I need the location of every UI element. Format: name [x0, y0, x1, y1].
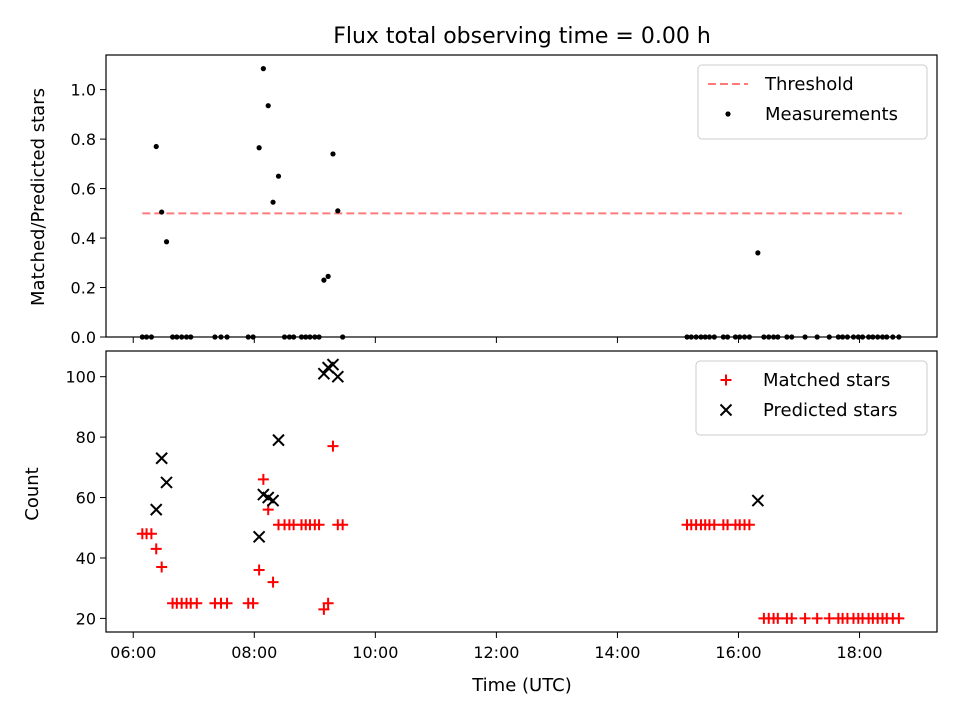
axes-frame	[105, 350, 938, 633]
top-y-axis-label: Matched/Predicted stars	[28, 88, 49, 306]
data-point	[322, 597, 334, 609]
y-tick-label: 20	[76, 609, 96, 628]
data-point	[266, 494, 280, 507]
data-point	[257, 473, 269, 485]
y-tick-label: 80	[76, 428, 96, 447]
y-tick-label: 100	[65, 368, 96, 387]
data-point	[260, 66, 266, 72]
bottom-axes-counts: 20 40 60 80 100 06:00 08:00 10:00 12:00 14:00 16:0…	[65, 350, 938, 662]
data-point	[252, 530, 266, 544]
legend-label: Threshold	[764, 74, 854, 95]
data-point	[153, 143, 159, 150]
y-tick-label: 0.2	[71, 279, 96, 298]
data-point	[159, 209, 165, 215]
data-point	[799, 612, 811, 624]
x-tick-label: 08:00	[231, 643, 277, 662]
chart-title: Flux total observing time = 0.00 h	[333, 24, 711, 49]
legend-label: Matched stars	[763, 370, 890, 391]
data-point	[256, 145, 262, 151]
data-point	[330, 151, 336, 157]
data-point	[321, 277, 327, 283]
x-axis-label: Time (UTC)	[471, 675, 572, 696]
legend: Threshold Measurements	[697, 64, 928, 140]
data-point	[318, 603, 330, 615]
series-predicted-stars	[150, 358, 765, 544]
y-tick-label: 0.4	[71, 229, 96, 248]
legend-box	[697, 64, 928, 140]
data-point	[191, 597, 203, 609]
data-point	[272, 433, 285, 447]
data-point	[221, 597, 233, 609]
data-point	[313, 519, 325, 531]
y-tick-label: 0.8	[71, 130, 96, 149]
data-point	[786, 612, 798, 624]
data-point	[270, 199, 276, 205]
x-tick-label: 16:00	[715, 643, 761, 662]
x-tick-label: 06:00	[110, 643, 156, 662]
x-tick-label: 12:00	[473, 643, 519, 662]
data-point	[337, 519, 349, 531]
data-point	[335, 208, 341, 214]
y-tick-label: 40	[76, 549, 96, 568]
data-point	[247, 597, 259, 609]
legend-swatch	[719, 403, 733, 417]
axes-frame	[105, 54, 938, 338]
legend-label: Measurements	[765, 104, 898, 125]
data-point	[150, 543, 162, 555]
legend-swatch	[720, 374, 732, 386]
legend: Matched stars Predicted stars	[695, 360, 928, 436]
data-point	[160, 476, 173, 489]
y-tick-label: 0.0	[71, 328, 96, 347]
data-point	[743, 519, 755, 531]
data-point	[811, 612, 823, 624]
y-tick-label: 1.0	[71, 81, 96, 100]
x-tick-label: 10:00	[352, 643, 398, 662]
legend-label: Predicted stars	[763, 400, 897, 421]
data-point	[155, 452, 168, 465]
y-tick-label: 0.6	[71, 180, 96, 199]
series-matched-stars	[136, 440, 905, 624]
x-tick-label: 14:00	[594, 643, 640, 662]
data-point	[755, 250, 761, 256]
data-point	[751, 494, 765, 507]
series-measurements	[153, 66, 761, 283]
y-tick-label: 60	[76, 489, 96, 508]
x-tick-label: 18:00	[836, 643, 882, 662]
data-point	[331, 370, 345, 383]
data-point	[326, 358, 340, 371]
top-axes-measurements: 0.0 0.2 0.4 0.6 0.8 1.0 Threshold Measurements	[71, 54, 938, 347]
data-point	[275, 173, 282, 179]
data-point	[150, 503, 163, 516]
data-point	[253, 564, 265, 576]
bottom-y-axis-label: Count	[22, 467, 43, 520]
data-point	[265, 103, 271, 109]
data-point	[163, 239, 170, 245]
data-point	[893, 612, 905, 624]
data-point	[145, 528, 157, 540]
legend-swatch	[725, 111, 731, 117]
data-point	[267, 576, 279, 588]
legend-box	[695, 360, 928, 436]
data-point	[325, 273, 331, 279]
data-point	[156, 561, 168, 573]
data-point	[327, 440, 339, 452]
